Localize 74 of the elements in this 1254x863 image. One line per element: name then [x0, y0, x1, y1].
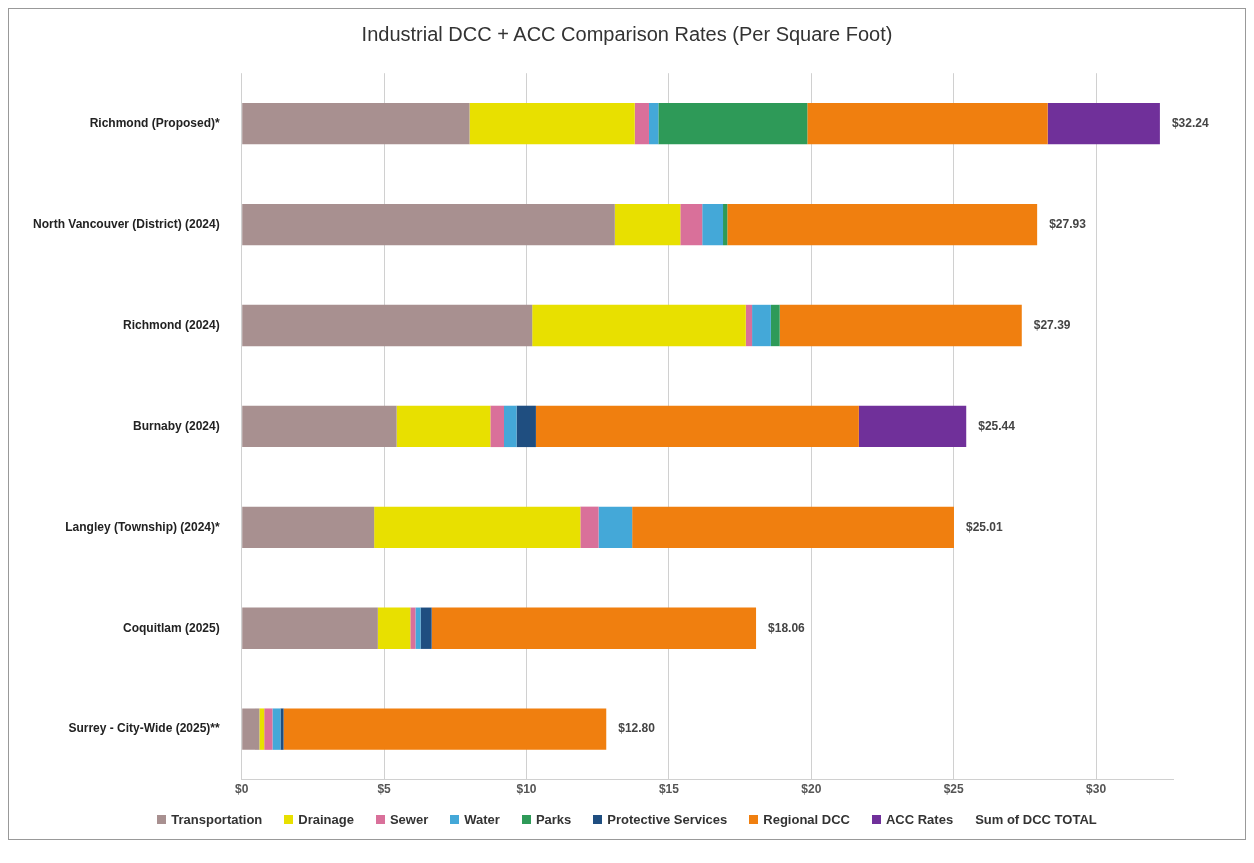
bar	[770, 304, 780, 347]
bar	[242, 708, 260, 750]
bar	[648, 102, 659, 145]
bar	[259, 708, 265, 750]
bar	[580, 506, 599, 548]
y-tick-label: Richmond (2024)	[123, 317, 220, 332]
y-tick-label: Surrey - City-Wide (2025)**	[68, 721, 221, 736]
bar	[723, 203, 728, 246]
legend-label: Water	[464, 812, 500, 827]
y-tick-label: Langley (Township) (2024)*	[65, 519, 221, 534]
x-tick-label: $25	[943, 782, 965, 797]
bar	[420, 607, 432, 649]
bar	[374, 506, 581, 548]
x-tick-label: $20	[801, 782, 822, 797]
total-label: $18.06	[768, 620, 806, 635]
bar	[242, 405, 397, 448]
text: Sum of DCC TOTAL	[975, 812, 1097, 827]
bar	[396, 405, 491, 448]
legend-label: ACC Rates	[885, 812, 954, 827]
legend-label: Regional DCC	[763, 812, 850, 827]
bar	[634, 102, 649, 145]
legend-label: Parks	[535, 812, 572, 827]
bar	[242, 607, 378, 649]
bar	[242, 304, 533, 347]
y-tick-label: Burnaby (2024)	[133, 418, 220, 433]
bar	[535, 405, 859, 448]
bar	[807, 102, 1048, 145]
bar	[614, 203, 681, 246]
bar	[727, 203, 1038, 246]
legend-label: Drainage	[298, 812, 354, 827]
total-label: $25.44	[978, 418, 1016, 433]
total-label: $25.01	[965, 519, 1004, 534]
bar	[658, 102, 808, 145]
bar	[283, 708, 607, 750]
total-label: $12.80	[618, 721, 656, 736]
bar	[490, 405, 505, 448]
bar	[745, 304, 753, 347]
legend-label: Protective Services	[607, 812, 728, 827]
total-label: $32.24	[1171, 115, 1209, 130]
total-label: $27.39	[1033, 317, 1071, 332]
bar	[516, 405, 536, 448]
x-tick-label: $5	[377, 782, 392, 797]
legend-label: Sewer	[389, 812, 429, 827]
total-label: $27.93	[1049, 216, 1087, 231]
bar	[752, 304, 771, 347]
bar	[431, 607, 757, 649]
x-tick-label: $0	[235, 782, 249, 797]
chart-title: Industrial DCC + ACC Comparison Rates (Per Square Foot)	[360, 22, 894, 47]
y-tick-label: Coquitlam (2025)	[123, 620, 220, 635]
bar	[680, 203, 703, 246]
x-tick-label: $30	[1086, 782, 1107, 797]
y-tick-label: Richmond (Proposed)*	[89, 115, 221, 130]
bar	[598, 506, 633, 548]
legend-label: Transportation	[171, 812, 263, 827]
bar	[242, 102, 470, 145]
x-tick-label: $10	[516, 782, 537, 797]
bar	[702, 203, 724, 246]
bar	[469, 102, 635, 145]
bar	[632, 506, 954, 548]
bar	[532, 304, 746, 347]
bar	[858, 405, 967, 448]
bar	[242, 506, 375, 548]
bar	[377, 607, 411, 649]
y-tick-label: North Vancouver (District) (2024)	[33, 216, 220, 231]
bar	[415, 607, 421, 649]
bar	[272, 708, 281, 750]
bar	[1047, 102, 1160, 145]
bar	[779, 304, 1022, 347]
bar	[280, 708, 284, 750]
bar	[504, 405, 517, 448]
bar	[410, 607, 416, 649]
bar	[242, 203, 615, 246]
x-tick-label: $15	[658, 782, 680, 797]
bar	[264, 708, 273, 750]
